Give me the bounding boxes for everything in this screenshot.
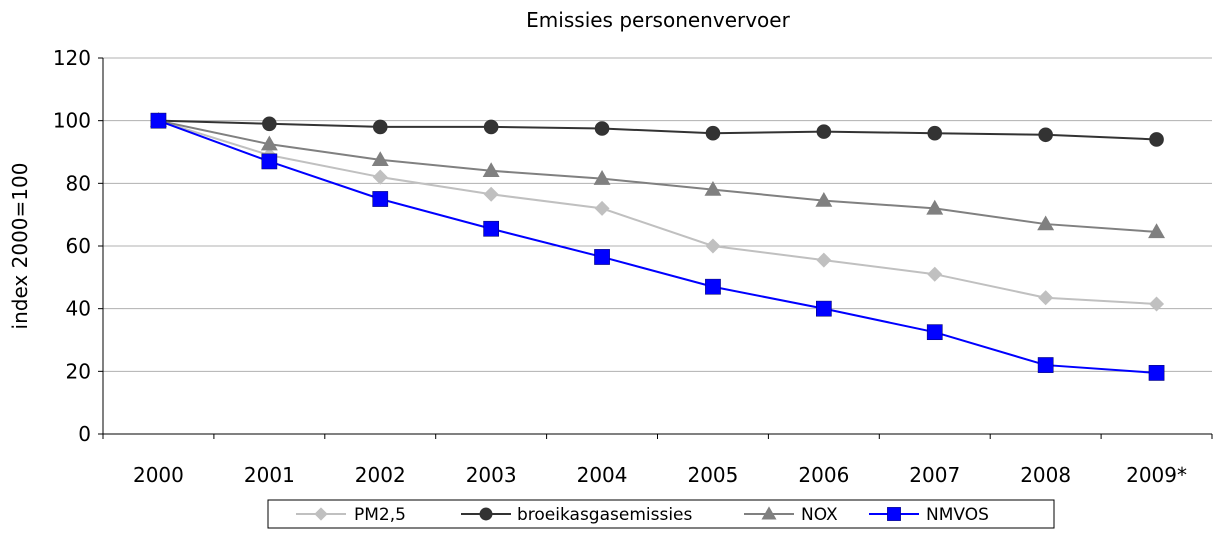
y-tick-label: 20 xyxy=(66,359,91,383)
point-square-marker xyxy=(705,278,721,295)
series-line xyxy=(158,119,1157,374)
point-square-marker xyxy=(1148,365,1165,381)
point-circle-marker xyxy=(927,125,943,141)
legend-label: broeikasgasemissies xyxy=(517,505,693,525)
point-triangle-marker xyxy=(371,151,389,167)
point-circle-marker xyxy=(483,119,499,135)
x-tick-label: 2002 xyxy=(355,463,406,487)
point-triangle-marker xyxy=(482,162,500,177)
point-square-marker xyxy=(150,112,167,129)
point-triangle-marker xyxy=(926,199,944,215)
legend-item: NMVOS xyxy=(869,505,989,525)
point-diamond-marker xyxy=(816,252,832,268)
y-tick-label: 100 xyxy=(53,109,91,133)
series-pm2-5 xyxy=(150,113,1165,312)
legend-label: NOX xyxy=(801,505,838,525)
series-nox xyxy=(149,112,1166,239)
series-broeikasgasemissies xyxy=(151,113,1164,147)
point-triangle-marker xyxy=(1148,223,1166,239)
series-line xyxy=(158,119,1157,233)
point-square-marker xyxy=(816,300,832,317)
legend-label: PM2,5 xyxy=(354,505,406,525)
point-square-marker xyxy=(372,191,389,207)
point-diamond-marker xyxy=(1149,296,1165,312)
point-diamond-marker xyxy=(927,266,943,282)
series-lines xyxy=(149,112,1166,381)
y-tick-label: 60 xyxy=(66,234,91,258)
point-diamond-marker xyxy=(372,169,388,185)
x-tick-label: 2005 xyxy=(687,463,738,487)
point-diamond-marker xyxy=(594,200,610,216)
point-diamond-marker xyxy=(705,238,721,254)
point-square-marker xyxy=(594,249,610,265)
x-tick-label: 2004 xyxy=(577,463,628,487)
point-triangle-marker xyxy=(260,135,278,151)
y-tick-labels: 0 20 40 60 80 100 120 xyxy=(53,46,91,446)
legend-item: broeikasgasemissies xyxy=(461,505,693,525)
point-circle-marker xyxy=(705,125,721,141)
legend: PM2,5 broeikasgasemissies NOX NMVOS xyxy=(267,499,1055,529)
point-circle-marker xyxy=(816,124,832,139)
point-diamond-marker xyxy=(314,507,328,521)
x-tick-label: 2009* xyxy=(1126,463,1187,487)
x-tick-label: 2001 xyxy=(244,463,295,487)
y-tick-label: 80 xyxy=(66,171,91,195)
point-square-marker xyxy=(483,220,499,237)
legend-item: NOX xyxy=(744,505,838,525)
x-tick-label: 2008 xyxy=(1020,463,1071,487)
series-line xyxy=(158,119,1157,305)
x-tick-labels: 2000 2001 2002 2003 2004 2005 2006 2007 2008 2009… xyxy=(133,463,1187,487)
point-triangle-marker xyxy=(815,191,833,207)
point-circle-marker xyxy=(1038,127,1053,143)
point-diamond-marker xyxy=(483,186,499,202)
point-triangle-marker xyxy=(704,180,722,196)
point-triangle-marker xyxy=(761,506,777,520)
y-axis-label: index 2000=100 xyxy=(8,163,32,330)
point-circle-marker xyxy=(1149,132,1164,147)
x-tick-label: 2007 xyxy=(909,463,960,487)
legend-box xyxy=(267,499,1055,529)
point-square-marker xyxy=(261,153,278,170)
y-tick-label: 0 xyxy=(78,422,91,446)
series-line xyxy=(158,119,1157,141)
x-tick-label: 2006 xyxy=(798,463,849,487)
y-tick-label: 120 xyxy=(53,46,91,70)
chart-title: Emissies personenvervoer xyxy=(526,8,790,32)
x-tick-label: 2000 xyxy=(133,463,184,487)
point-circle-marker xyxy=(262,116,277,132)
axes xyxy=(98,57,1213,439)
point-square-marker xyxy=(1037,357,1054,373)
point-square-marker xyxy=(887,507,901,521)
point-circle-marker xyxy=(479,507,493,521)
point-triangle-marker xyxy=(593,170,611,185)
point-square-marker xyxy=(926,324,943,341)
point-triangle-marker xyxy=(1037,215,1055,231)
point-circle-marker xyxy=(594,121,610,136)
legend-label: NMVOS xyxy=(926,505,989,525)
point-diamond-marker xyxy=(1038,290,1054,306)
point-circle-marker xyxy=(372,119,388,135)
grid-lines xyxy=(103,57,1212,372)
series-nmvos xyxy=(150,112,1165,381)
legend-item: PM2,5 xyxy=(296,505,406,525)
y-tick-label: 40 xyxy=(66,297,91,321)
x-tick-label: 2003 xyxy=(466,463,517,487)
